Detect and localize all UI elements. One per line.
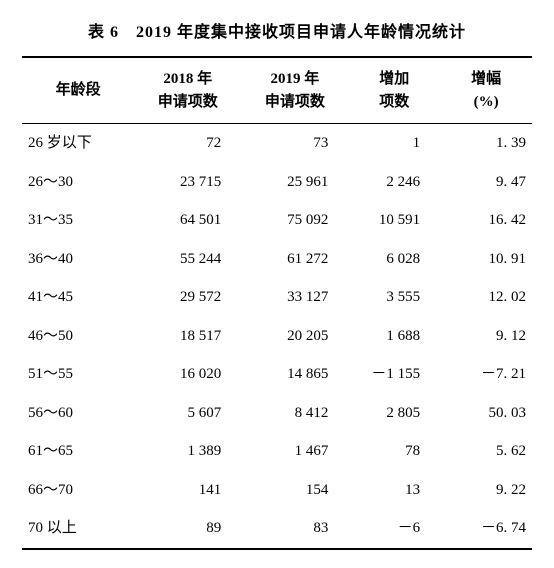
cell-age: 26～30 <box>22 163 134 202</box>
col-header-inc: 增加项数 <box>348 57 440 124</box>
col-header-pct: 增幅(%) <box>440 57 532 124</box>
cell-2018: 64 501 <box>134 201 241 240</box>
table-header-row: 年龄段 2018 年申请项数 2019 年申请项数 增加项数 增幅(%) <box>22 57 532 124</box>
cell-inc: 10 591 <box>348 201 440 240</box>
cell-2019: 20 205 <box>241 317 348 356</box>
table-row: 70 以上8983－6－6. 74 <box>22 509 532 549</box>
table-row: 26 岁以下727311. 39 <box>22 124 532 163</box>
cell-inc: 1 <box>348 124 440 163</box>
cell-pct: －7. 21 <box>440 355 532 394</box>
cell-2019: 75 092 <box>241 201 348 240</box>
cell-age: 41～45 <box>22 278 134 317</box>
cell-2018: 23 715 <box>134 163 241 202</box>
table-row: 41～4529 57233 1273 55512. 02 <box>22 278 532 317</box>
table-caption: 表 6 2019 年度集中接收项目申请人年龄情况统计 <box>22 18 532 42</box>
cell-inc: 2 805 <box>348 394 440 433</box>
cell-inc: 3 555 <box>348 278 440 317</box>
table-row: 61～651 3891 467785. 62 <box>22 432 532 471</box>
cell-2018: 1 389 <box>134 432 241 471</box>
cell-age: 51～55 <box>22 355 134 394</box>
cell-inc: 2 246 <box>348 163 440 202</box>
cell-age: 36～40 <box>22 240 134 279</box>
cell-pct: 5. 62 <box>440 432 532 471</box>
col-header-age: 年龄段 <box>22 57 134 124</box>
cell-2019: 8 412 <box>241 394 348 433</box>
cell-2019: 25 961 <box>241 163 348 202</box>
cell-inc: 78 <box>348 432 440 471</box>
cell-2019: 1 467 <box>241 432 348 471</box>
cell-pct: 50. 03 <box>440 394 532 433</box>
cell-2018: 29 572 <box>134 278 241 317</box>
table-row: 56～605 6078 4122 80550. 03 <box>22 394 532 433</box>
cell-2018: 5 607 <box>134 394 241 433</box>
cell-age: 26 岁以下 <box>22 124 134 163</box>
cell-2018: 89 <box>134 509 241 549</box>
cell-2018: 55 244 <box>134 240 241 279</box>
cell-2019: 73 <box>241 124 348 163</box>
stats-table: 年龄段 2018 年申请项数 2019 年申请项数 增加项数 增幅(%) 26 … <box>22 56 532 550</box>
cell-2018: 72 <box>134 124 241 163</box>
col-header-2019: 2019 年申请项数 <box>241 57 348 124</box>
cell-2019: 83 <box>241 509 348 549</box>
cell-2019: 154 <box>241 471 348 510</box>
cell-2018: 16 020 <box>134 355 241 394</box>
cell-2018: 18 517 <box>134 317 241 356</box>
cell-pct: 16. 42 <box>440 201 532 240</box>
cell-inc: 1 688 <box>348 317 440 356</box>
table-row: 51～5516 02014 865－1 155－7. 21 <box>22 355 532 394</box>
cell-pct: 12. 02 <box>440 278 532 317</box>
cell-age: 61～65 <box>22 432 134 471</box>
cell-2019: 61 272 <box>241 240 348 279</box>
cell-inc: －6 <box>348 509 440 549</box>
cell-age: 70 以上 <box>22 509 134 549</box>
cell-pct: 9. 47 <box>440 163 532 202</box>
cell-age: 66～70 <box>22 471 134 510</box>
cell-inc: －1 155 <box>348 355 440 394</box>
table-row: 36～4055 24461 2726 02810. 91 <box>22 240 532 279</box>
cell-inc: 13 <box>348 471 440 510</box>
cell-pct: 1. 39 <box>440 124 532 163</box>
cell-inc: 6 028 <box>348 240 440 279</box>
cell-2019: 33 127 <box>241 278 348 317</box>
table-row: 66～70141154139. 22 <box>22 471 532 510</box>
table-body: 26 岁以下727311. 3926～3023 71525 9612 2469.… <box>22 124 532 549</box>
table-row: 46～5018 51720 2051 6889. 12 <box>22 317 532 356</box>
cell-pct: 10. 91 <box>440 240 532 279</box>
col-header-2018: 2018 年申请项数 <box>134 57 241 124</box>
cell-age: 31～35 <box>22 201 134 240</box>
cell-pct: 9. 22 <box>440 471 532 510</box>
cell-age: 56～60 <box>22 394 134 433</box>
cell-age: 46～50 <box>22 317 134 356</box>
cell-pct: －6. 74 <box>440 509 532 549</box>
table-row: 31～3564 50175 09210 59116. 42 <box>22 201 532 240</box>
cell-pct: 9. 12 <box>440 317 532 356</box>
table-row: 26～3023 71525 9612 2469. 47 <box>22 163 532 202</box>
cell-2019: 14 865 <box>241 355 348 394</box>
cell-2018: 141 <box>134 471 241 510</box>
